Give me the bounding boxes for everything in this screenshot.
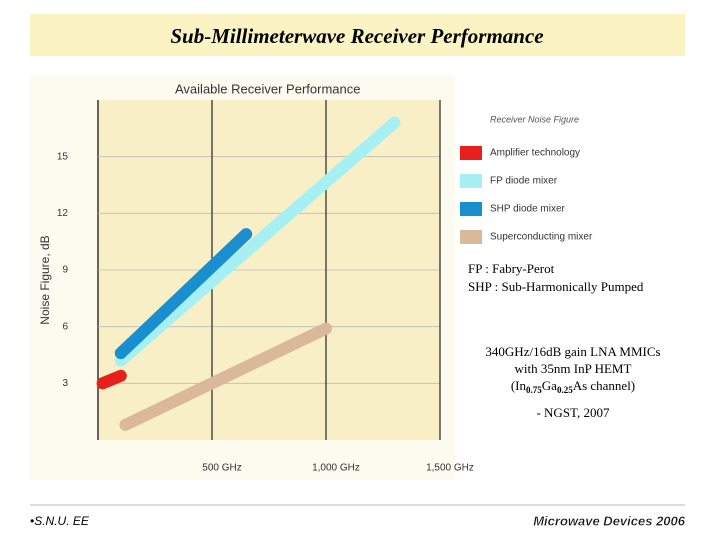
y-tick-label: 15	[57, 151, 69, 162]
y-tick-label: 12	[57, 208, 69, 219]
highlight-line: (In0.75Ga0.25As channel)	[511, 378, 635, 395]
y-tick-label: 9	[62, 265, 68, 276]
legend-swatch	[460, 174, 482, 188]
title-box	[30, 14, 685, 56]
series-line	[114, 228, 253, 360]
highlight-line: 340GHz/16dB gain LNA MMICs	[485, 344, 660, 359]
note: FP : Fabry-Perot	[468, 261, 555, 276]
y-tick-label: 3	[62, 378, 68, 389]
note: SHP : Sub-Harmonically Pumped	[468, 279, 644, 294]
y-axis-label: Noise Figure, dB	[38, 235, 52, 324]
legend-swatch	[460, 146, 482, 160]
legend-label: FP diode mixer	[490, 176, 558, 187]
legend-swatch	[460, 202, 482, 216]
footer-right: Microwave Devices 2006	[533, 513, 686, 528]
series-line	[114, 116, 401, 367]
series-line	[119, 322, 332, 431]
chart-title: Available Receiver Performance	[175, 81, 360, 96]
footer-left: •S.N.U. EE	[30, 514, 90, 528]
source: - NGST, 2007	[536, 405, 610, 420]
series-line	[96, 369, 127, 390]
slide-title: Sub-Millimeterwave Receiver Performance	[170, 24, 543, 48]
legend-swatch	[460, 230, 482, 244]
legend-label: SHP diode mixer	[490, 204, 566, 215]
x-tick-label: 1,000 GHz	[312, 463, 360, 474]
x-tick-label: 500 GHz	[202, 463, 241, 474]
x-tick-label: 1,500 GHz	[426, 463, 474, 474]
text-part: (In	[511, 378, 527, 393]
legend-label: Superconducting mixer	[490, 232, 593, 243]
subscript: 0.75	[526, 385, 542, 395]
y-tick-label: 6	[62, 321, 68, 332]
text-part: As channel)	[573, 378, 635, 393]
legend-label: Amplifier technology	[490, 148, 580, 159]
text-part: Ga	[542, 378, 557, 393]
legend-title: Receiver Noise Figure	[490, 114, 579, 124]
subscript: 0.25	[557, 385, 573, 395]
highlight-line: with 35nm InP HEMT	[515, 361, 632, 376]
